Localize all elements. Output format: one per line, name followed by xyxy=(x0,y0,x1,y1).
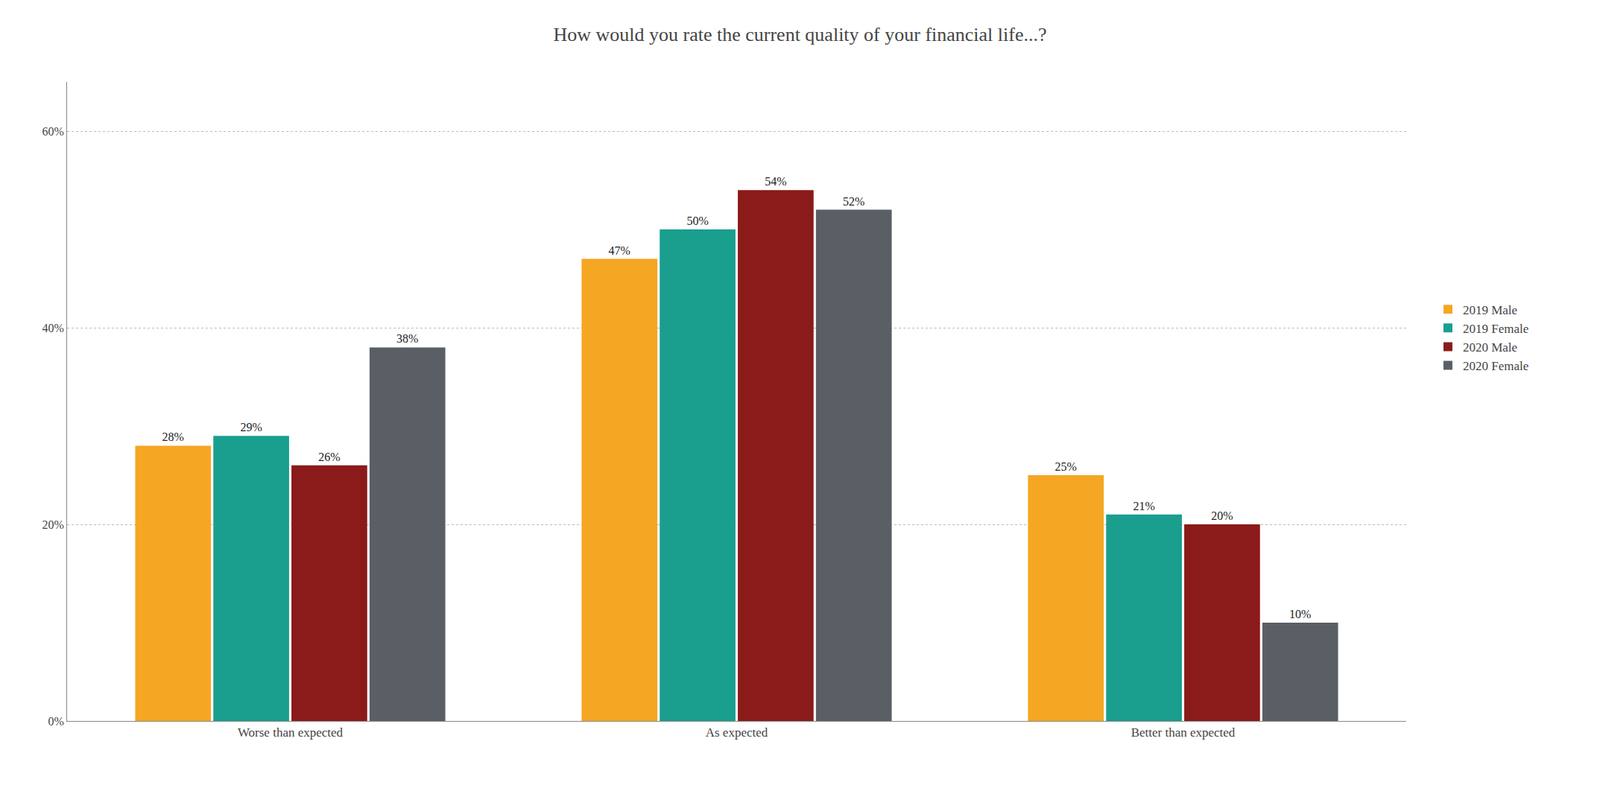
svg-text:How would you rate the current: How would you rate the current quality o… xyxy=(552,23,1047,46)
svg-text:21%: 21% xyxy=(1132,500,1155,513)
svg-text:54%: 54% xyxy=(764,175,787,188)
svg-text:25%: 25% xyxy=(1055,460,1077,474)
svg-text:0%: 0% xyxy=(47,715,64,729)
svg-text:2019 Female: 2019 Female xyxy=(1462,321,1529,337)
svg-text:50%: 50% xyxy=(686,214,708,228)
svg-text:26%: 26% xyxy=(318,450,340,464)
svg-text:38%: 38% xyxy=(396,332,419,346)
svg-text:2020 Male: 2020 Male xyxy=(1462,340,1518,355)
svg-text:2020 Female: 2020 Female xyxy=(1462,359,1529,374)
svg-text:2019 Male: 2019 Male xyxy=(1462,303,1518,318)
svg-text:47%: 47% xyxy=(608,244,631,258)
svg-text:29%: 29% xyxy=(239,421,262,434)
svg-text:52%: 52% xyxy=(842,195,865,208)
svg-text:Better than expected: Better than expected xyxy=(1131,725,1236,741)
svg-text:28%: 28% xyxy=(162,430,185,444)
svg-text:10%: 10% xyxy=(1289,608,1311,621)
svg-text:40%: 40% xyxy=(41,321,64,335)
svg-text:Worse than expected: Worse than expected xyxy=(237,725,344,741)
svg-text:20%: 20% xyxy=(41,518,64,532)
svg-text:20%: 20% xyxy=(1210,509,1233,523)
svg-text:As expected: As expected xyxy=(705,725,769,741)
svg-text:60%: 60% xyxy=(41,125,64,138)
